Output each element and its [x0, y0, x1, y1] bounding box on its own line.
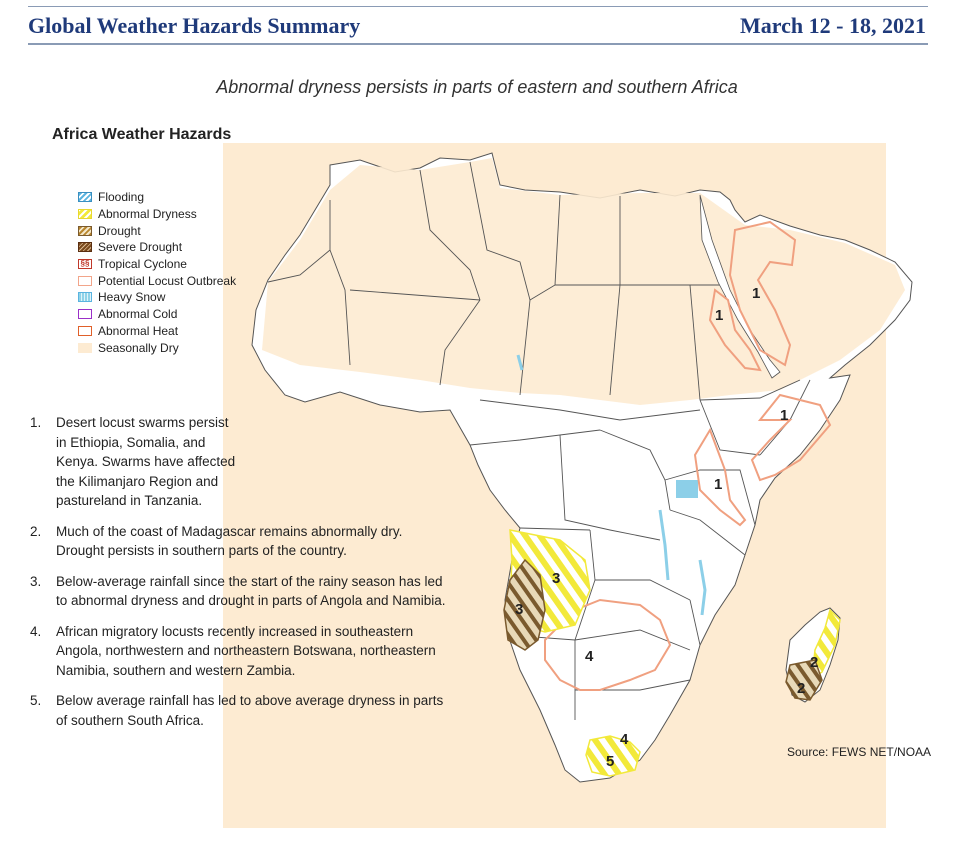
- note-text: Below-average rainfall since the start o…: [56, 573, 446, 609]
- legend-label: Abnormal Cold: [98, 307, 178, 322]
- note-text: African migratory locusts recently incre…: [56, 623, 436, 678]
- drought-swatch-icon: [78, 225, 92, 236]
- legend-label: Abnormal Dryness: [98, 207, 197, 222]
- red-sea: [699, 194, 781, 379]
- abnormal-cold-swatch-icon: [78, 309, 92, 320]
- map-label-3: 3: [515, 601, 523, 618]
- legend-item-flooding: Flooding: [78, 189, 236, 206]
- note-text: Desert locust swarms persist in Ethiopia…: [56, 415, 236, 508]
- legend-item-heavy-snow: Heavy Snow: [78, 289, 236, 306]
- tropical-cyclone-swatch-icon: §§: [78, 259, 92, 270]
- map-label-1: 1: [780, 407, 788, 424]
- note-number: 3.: [30, 573, 42, 589]
- map-label-3: 3: [552, 570, 560, 587]
- map-title: Africa Weather Hazards: [52, 126, 232, 143]
- map-legend: Flooding Abnormal Dryness Drought Severe…: [78, 189, 236, 356]
- map-label-5: 5: [606, 753, 614, 770]
- legend-item-abnormal-dryness: Abnormal Dryness: [78, 206, 236, 223]
- legend-item-abnormal-heat: Abnormal Heat: [78, 323, 236, 340]
- note-text: Much of the coast of Madagascar remains …: [56, 523, 403, 559]
- source-credit: Source: FEWS NET/NOAA: [787, 745, 932, 759]
- legend-item-severe-drought: Severe Drought: [78, 239, 236, 256]
- legend-label: Drought: [98, 223, 141, 238]
- note-item: 2. Much of the coast of Madagascar remai…: [30, 522, 470, 561]
- note-number: 4.: [30, 623, 42, 639]
- legend-label: Seasonally Dry: [98, 340, 179, 355]
- seasonally-dry-swatch-icon: [78, 342, 92, 353]
- note-item: 5. Below average rainfall has led to abo…: [30, 691, 470, 730]
- map-label-4: 4: [620, 731, 629, 748]
- legend-label: Heavy Snow: [98, 290, 166, 305]
- drought-namibia: [503, 558, 546, 651]
- lake-malawi: [698, 559, 707, 616]
- note-text: Below average rainfall has led to above …: [56, 693, 444, 728]
- date-range: March 12 - 18, 2021: [740, 13, 926, 38]
- note-number: 5.: [30, 693, 42, 708]
- map-label-1: 1: [752, 285, 760, 302]
- legend-label: Abnormal Heat: [98, 323, 179, 338]
- lake-victoria: [676, 480, 698, 498]
- abnormal-heat-swatch-icon: [78, 325, 92, 336]
- seasonally-dry-north: [262, 158, 905, 405]
- legend-item-seasonally-dry: Seasonally Dry: [78, 339, 236, 356]
- map-label-1: 1: [715, 307, 723, 324]
- note-number: 1.: [30, 415, 42, 430]
- abnormal-dryness-south-africa: [585, 735, 641, 777]
- hazard-notes: 1. Desert locust swarms persist in Ethio…: [30, 413, 470, 741]
- legend-item-drought: Drought: [78, 222, 236, 239]
- legend-label: Severe Drought: [98, 240, 183, 255]
- note-item: 1. Desert locust swarms persist in Ethio…: [30, 413, 470, 511]
- headline: Abnormal dryness persists in parts of ea…: [216, 77, 738, 97]
- drought-madagascar: [785, 659, 823, 701]
- legend-item-tropical-cyclone: §§ Tropical Cyclone: [78, 256, 236, 273]
- page-header: Global Weather Hazards Summary March 12 …: [28, 6, 928, 45]
- legend-label: Potential Locust Outbreak: [98, 273, 237, 288]
- lake-chad: [516, 354, 524, 371]
- lake-tanganyika: [658, 509, 670, 581]
- map-label-2: 2: [797, 680, 805, 697]
- map-label-4: 4: [585, 648, 594, 665]
- map-label-2: 2: [810, 654, 818, 671]
- abnormal-dryness-swatch-icon: [78, 209, 92, 220]
- note-number: 2.: [30, 523, 42, 539]
- locust-outbreak-areas: [544, 220, 832, 691]
- legend-label: Flooding: [98, 190, 145, 205]
- legend-item-abnormal-cold: Abnormal Cold: [78, 306, 236, 323]
- page-title: Global Weather Hazards Summary: [28, 13, 361, 38]
- map-label-1: 1: [714, 476, 722, 493]
- flooding-swatch-icon: [78, 192, 92, 203]
- note-item: 3. Below-average rainfall since the star…: [30, 572, 470, 611]
- legend-item-locust: Potential Locust Outbreak: [78, 272, 236, 289]
- legend-label: Tropical Cyclone: [98, 257, 187, 272]
- heavy-snow-swatch-icon: [78, 292, 92, 303]
- note-item: 4. African migratory locusts recently in…: [30, 622, 470, 681]
- severe-drought-swatch-icon: [78, 242, 92, 253]
- locust-swatch-icon: [78, 275, 92, 286]
